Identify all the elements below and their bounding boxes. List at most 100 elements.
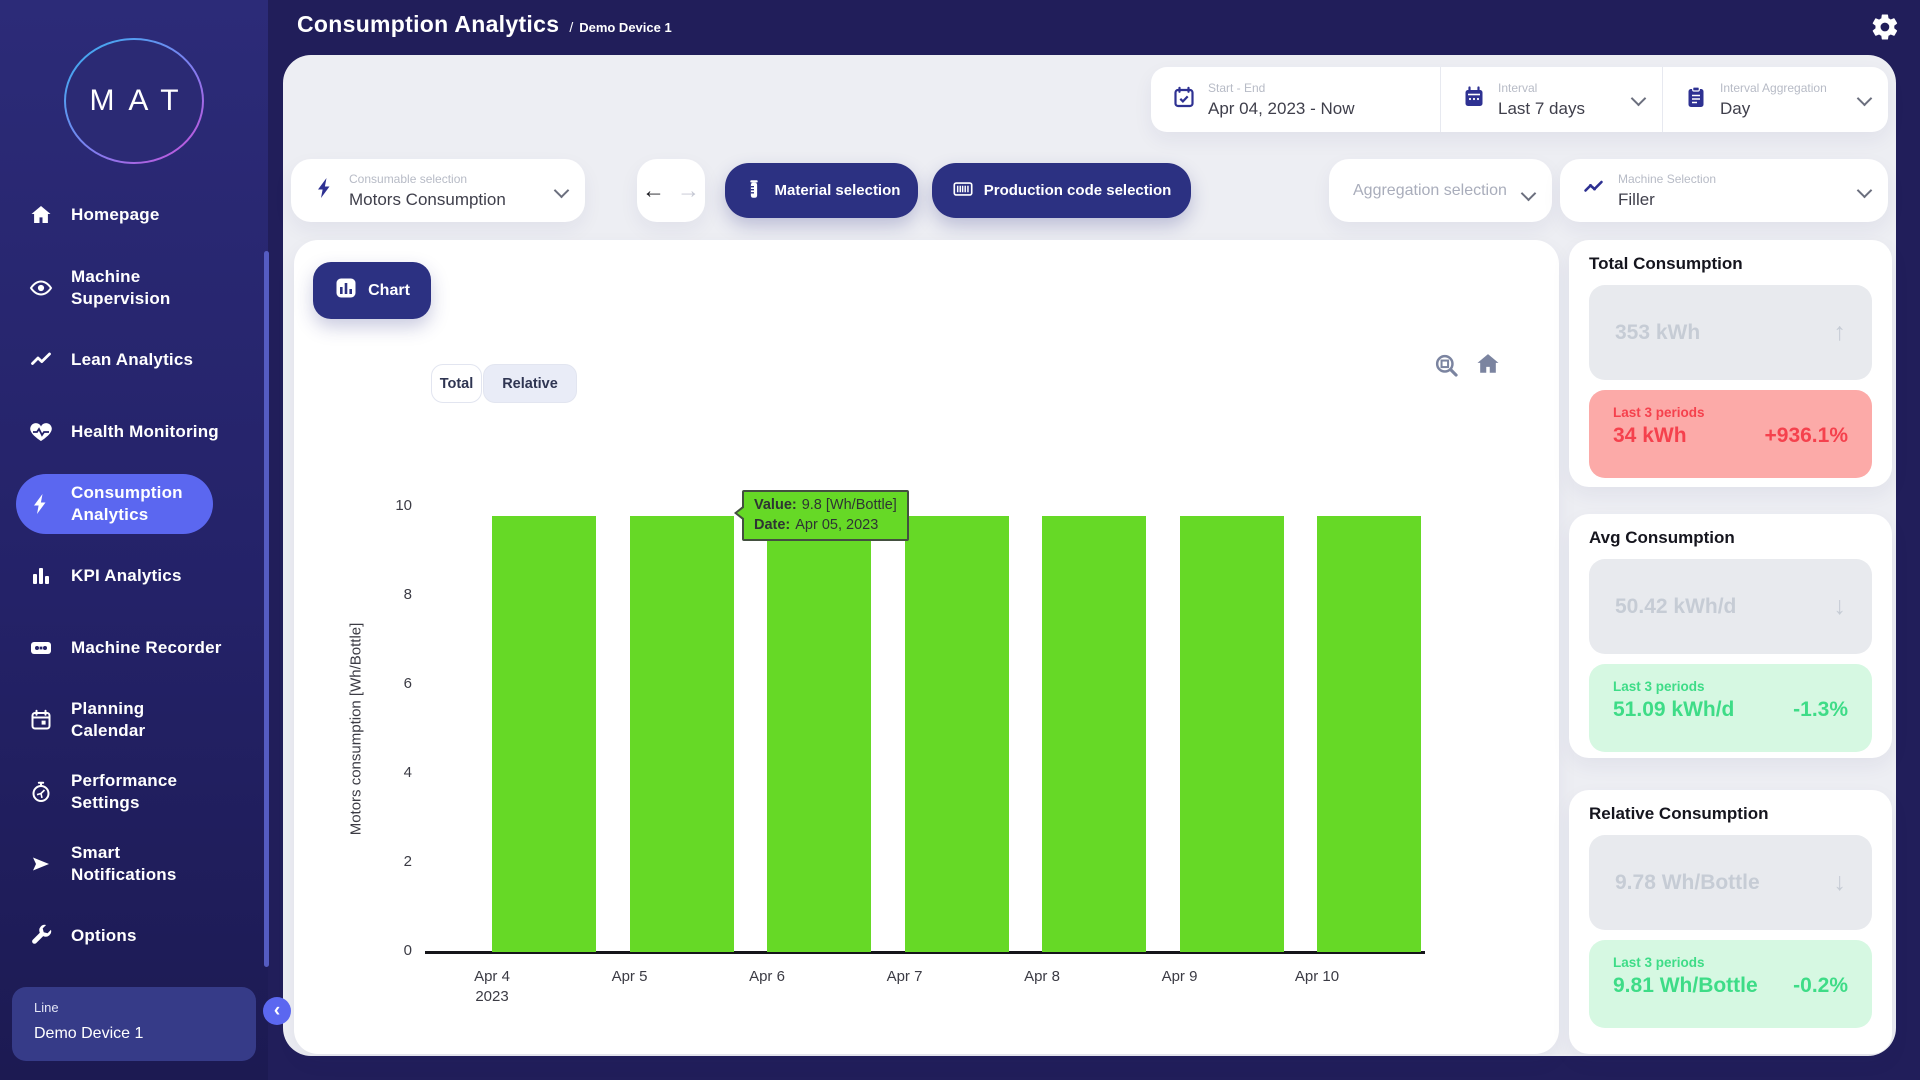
app-logo-text: MAT: [89, 84, 193, 117]
chevron-down-icon: [553, 182, 570, 199]
device-card-label: Line: [34, 1000, 59, 1015]
sidebar-item-consumption-analytics[interactable]: Consumption Analytics: [16, 474, 213, 534]
back-arrow-icon[interactable]: ←: [642, 177, 665, 203]
machine-selection-dropdown[interactable]: Machine Selection Filler: [1560, 159, 1888, 222]
tooltip-value-label: Value:: [754, 497, 797, 513]
sidebar-item-label: Consumption Analytics: [71, 482, 183, 524]
stat-title: Avg Consumption: [1589, 528, 1735, 547]
chart-icon: [334, 276, 358, 305]
avg-consumption-card: Avg Consumption 50.42 kWh/d ↓ Last 3 per…: [1569, 514, 1892, 758]
x-axis-line: [425, 951, 1425, 954]
stat-period-label: Last 3 periods: [1613, 679, 1705, 694]
stat-period-delta: -1.3%: [1793, 698, 1848, 721]
page-title: Consumption Analytics: [297, 11, 560, 37]
device-card-value: Demo Device 1: [34, 1025, 144, 1042]
sidebar-collapse-button[interactable]: ‹: [263, 997, 291, 1025]
consumable-selection-label: Consumable selection: [349, 171, 468, 186]
home-icon: [28, 202, 54, 228]
date-range-toolbar: Start - End Apr 04, 2023 - Now Interval …: [1151, 67, 1888, 132]
bolt-icon: [313, 176, 337, 205]
aggregation-selection-dropdown[interactable]: Aggregation selection: [1329, 159, 1552, 222]
sidebar-item-label: Smart Notifications: [71, 842, 177, 884]
stat-period-value: 51.09 kWh/d: [1613, 698, 1735, 721]
sidebar-item-label: Options: [71, 925, 137, 945]
stopwatch-icon: [28, 779, 54, 805]
interval-value: Last 7 days: [1498, 98, 1585, 118]
stat-value: 353 kWh: [1615, 320, 1701, 344]
sidebar-scrollbar[interactable]: [264, 251, 269, 967]
machine-selection-label: Machine Selection: [1618, 171, 1717, 186]
sidebar-item-label: Health Monitoring: [71, 421, 219, 441]
sidebar-item-performance-settings[interactable]: Performance Settings: [28, 762, 199, 822]
bar-chart-icon: [28, 563, 54, 589]
heart-pulse-icon: [28, 419, 54, 445]
cassette-icon: [28, 635, 54, 661]
breadcrumb-device: Demo Device 1: [579, 20, 672, 35]
material-selection-label: Material selection: [774, 182, 901, 199]
sidebar-item-smart-notifications[interactable]: Smart Notifications: [28, 834, 199, 894]
clipboard-icon: [1684, 85, 1708, 114]
chart-tooltip: Value: 9.8 [Wh/Bottle] Date: Apr 05, 2023: [734, 490, 909, 541]
total-consumption-card: Total Consumption 353 kWh ↑ Last 3 perio…: [1569, 240, 1892, 487]
breadcrumb-separator: /: [569, 19, 574, 35]
settings-gear-icon[interactable]: [1870, 12, 1900, 42]
relative-consumption-card: Relative Consumption 9.78 Wh/Bottle ↓ La…: [1569, 790, 1892, 1054]
tooltip-value: 9.8 [Wh/Bottle]: [801, 497, 897, 513]
stat-current-box: 9.78 Wh/Bottle ↓: [1589, 835, 1872, 930]
stat-period-delta: -0.2%: [1793, 974, 1848, 997]
material-icon: [743, 178, 765, 204]
sidebar-item-options[interactable]: Options: [28, 906, 137, 966]
eye-icon: [28, 275, 54, 301]
interval-aggregation-filter[interactable]: Interval Aggregation Day: [1662, 67, 1888, 132]
sidebar-item-label: Planning Calendar: [71, 698, 146, 740]
tooltip-pointer: [734, 505, 745, 521]
mode-relative-button[interactable]: Relative: [483, 364, 577, 403]
start-end-label: Start - End: [1208, 80, 1266, 95]
interval-aggregation-value: Day: [1720, 98, 1751, 118]
sidebar-item-homepage[interactable]: Homepage: [28, 185, 160, 245]
interval-filter[interactable]: Interval Last 7 days: [1440, 67, 1662, 132]
calendar-check-icon: [1172, 85, 1196, 114]
send-icon: [28, 851, 54, 877]
stat-period-label: Last 3 periods: [1613, 955, 1705, 970]
plot-reset-home-icon[interactable]: [1474, 350, 1502, 378]
consumable-selection-value: Motors Consumption: [349, 189, 506, 209]
stat-current-box: 353 kWh ↑: [1589, 285, 1872, 380]
sidebar-item-kpi-analytics[interactable]: KPI Analytics: [28, 546, 182, 606]
tooltip-date: Apr 05, 2023: [795, 517, 879, 533]
stat-value: 9.78 Wh/Bottle: [1615, 870, 1760, 894]
stat-title: Relative Consumption: [1589, 804, 1769, 823]
sidebar: MAT Homepage Machine Supervision Lean An…: [0, 0, 291, 1080]
forward-arrow-icon[interactable]: →: [677, 177, 700, 203]
sidebar-item-machine-recorder[interactable]: Machine Recorder: [28, 618, 222, 678]
consumable-selection-dropdown[interactable]: Consumable selection Motors Consumption: [291, 159, 585, 222]
calendar-icon: [28, 707, 54, 733]
sidebar-item-machine-supervision[interactable]: Machine Supervision: [28, 258, 199, 318]
sidebar-item-health-monitoring[interactable]: Health Monitoring: [28, 402, 219, 462]
sidebar-item-label: Machine Supervision: [71, 266, 171, 308]
start-end-filter[interactable]: Start - End Apr 04, 2023 - Now: [1151, 67, 1440, 132]
sidebar-item-lean-analytics[interactable]: Lean Analytics: [28, 330, 193, 390]
y-axis-title: Motors consumption [Wh/Bottle]: [347, 622, 365, 836]
chevron-down-icon: [1856, 182, 1873, 199]
production-code-selection-label: Production code selection: [983, 182, 1172, 199]
plot-box-zoom-icon[interactable]: [1433, 352, 1460, 379]
chevron-down-icon: [1630, 90, 1647, 107]
sidebar-item-label: KPI Analytics: [71, 565, 182, 585]
material-selection-button[interactable]: Material selection: [725, 163, 918, 218]
history-navigation: ← →: [637, 159, 705, 222]
breadcrumb: Consumption Analytics / Demo Device 1: [297, 11, 672, 38]
production-code-selection-button[interactable]: Production code selection: [932, 163, 1191, 218]
start-end-value: Apr 04, 2023 - Now: [1208, 98, 1355, 118]
stat-period-value: 34 kWh: [1613, 424, 1687, 447]
stat-period-value: 9.81 Wh/Bottle: [1613, 974, 1758, 997]
device-card[interactable]: Line Demo Device 1: [12, 987, 256, 1061]
machine-selection-value: Filler: [1618, 189, 1655, 209]
wrench-icon: [28, 923, 54, 949]
bolt-icon: [28, 491, 54, 517]
chart-tab-button[interactable]: Chart: [313, 262, 431, 319]
mode-total-button[interactable]: Total: [431, 364, 482, 403]
trend-line-icon: [28, 347, 54, 373]
sidebar-item-planning-calendar[interactable]: Planning Calendar: [28, 690, 199, 750]
sidebar-item-label: Performance Settings: [71, 770, 178, 812]
